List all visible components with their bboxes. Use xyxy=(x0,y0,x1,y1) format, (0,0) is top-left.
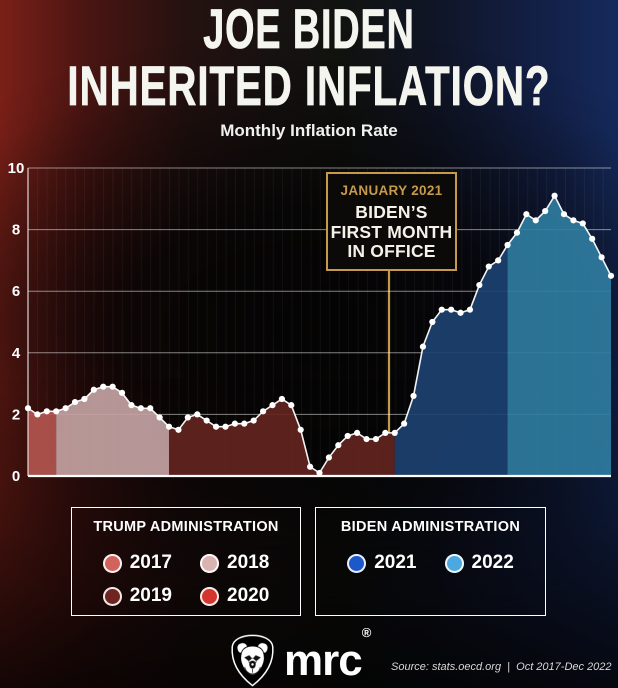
svg-text:6: 6 xyxy=(12,283,20,300)
svg-text:10: 10 xyxy=(8,160,25,177)
svg-text:0: 0 xyxy=(12,468,20,485)
svg-text:4: 4 xyxy=(12,345,21,362)
svg-text:8: 8 xyxy=(12,222,20,239)
svg-text:2: 2 xyxy=(12,406,20,423)
